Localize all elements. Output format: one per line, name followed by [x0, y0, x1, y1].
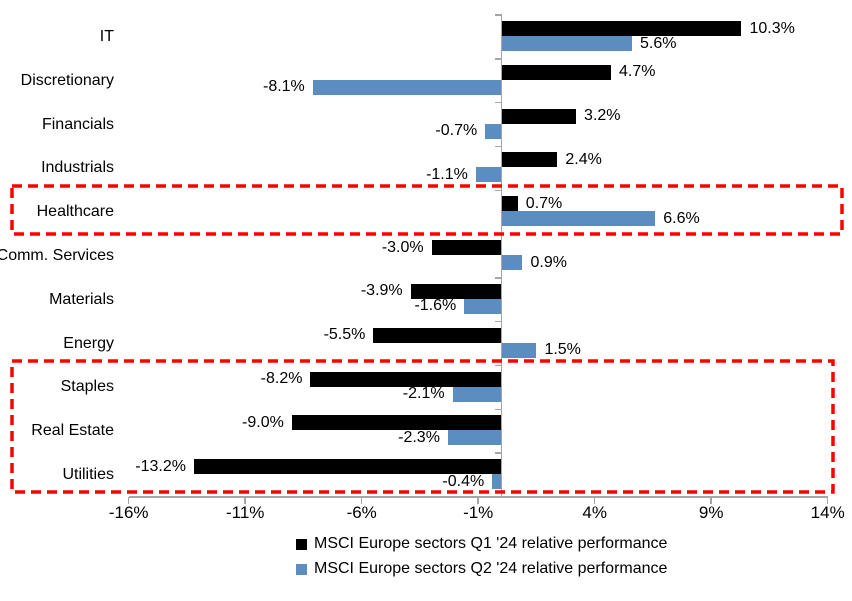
- x-axis-tick: [710, 497, 712, 504]
- bar-value-label: -0.4%: [442, 472, 485, 490]
- x-axis-tick: [360, 497, 363, 504]
- legend-item-q2: MSCI Europe sectors Q2 '24 relative perf…: [296, 560, 667, 578]
- x-tick-label: -6%: [346, 503, 377, 522]
- highlight-box: [10, 184, 844, 236]
- bar-value-label: -0.7%: [435, 122, 478, 140]
- x-tick-label: -16%: [108, 503, 149, 522]
- x-tick-label: -11%: [225, 503, 265, 522]
- bar-value-label: -8.2%: [260, 370, 303, 388]
- category-axis-tick: [494, 145, 502, 148]
- bar-series2: [501, 342, 537, 358]
- bar-series2: [464, 298, 502, 314]
- x-tick-label: 4%: [582, 503, 607, 522]
- category-axis-tick: [494, 408, 502, 411]
- bar-series1: [501, 196, 518, 212]
- x-axis-tick: [477, 497, 479, 504]
- bar-value-label: -9.0%: [242, 413, 284, 431]
- bar-series1: [501, 152, 558, 168]
- category-axis-tick: [494, 14, 502, 16]
- legend-label-q2: MSCI Europe sectors Q2 '24 relative perf…: [314, 560, 668, 577]
- x-axis-tick: [127, 497, 130, 504]
- category-axis-tick: [494, 277, 502, 279]
- bar-value-label: -13.2%: [135, 457, 186, 475]
- bar-series2: [312, 79, 502, 95]
- category-label: Materials: [49, 290, 114, 308]
- category-label: Healthcare: [36, 203, 114, 221]
- bar-series2: [501, 36, 632, 51]
- bar-value-label: -2.3%: [398, 428, 440, 446]
- bar-value-label: -2.1%: [402, 385, 445, 403]
- bar-value-label: -3.9%: [360, 282, 403, 300]
- bar-value-label: -1.6%: [414, 297, 457, 315]
- category-axis-tick: [494, 189, 502, 192]
- x-axis-tick: [826, 497, 829, 504]
- category-axis-tick: [494, 101, 502, 104]
- category-axis-tick: [494, 364, 502, 367]
- bar-series2: [485, 123, 502, 139]
- category-axis-tick: [494, 452, 502, 454]
- x-tick-label: 9%: [698, 503, 724, 522]
- category-label: Utilities: [62, 466, 114, 484]
- bar-series2: [501, 255, 523, 271]
- x-axis-tick: [244, 497, 246, 504]
- category-label: IT: [99, 27, 114, 45]
- bar-value-label: -1.1%: [426, 165, 468, 183]
- category-axis-tick: [494, 58, 502, 60]
- bar-value-label: 5.6%: [639, 34, 677, 52]
- legend-item-q1: MSCI Europe sectors Q1 '24 relative perf…: [296, 535, 667, 553]
- category-label: Staples: [60, 378, 114, 396]
- bar-series2: [501, 211, 656, 227]
- category-axis-tick: [494, 320, 502, 323]
- legend-marker-q1-icon: [296, 538, 307, 550]
- legend: MSCI Europe sectors Q1 '24 relative perf…: [296, 535, 667, 578]
- bar-series1: [431, 240, 502, 256]
- bar-series1: [373, 327, 502, 343]
- x-tick-label: 14%: [810, 503, 845, 522]
- bar-series1: [501, 21, 742, 36]
- bar-series1: [291, 415, 502, 431]
- x-tick-label: -1%: [463, 503, 494, 522]
- bar-value-label: 0.7%: [525, 194, 563, 212]
- category-label: Energy: [63, 334, 114, 352]
- bar-value-label: 2.4%: [565, 150, 602, 168]
- bar-series1: [410, 283, 502, 299]
- bar-series1: [501, 108, 577, 124]
- bar-series2: [475, 167, 502, 183]
- x-axis-tick: [593, 497, 596, 504]
- bar-value-label: -5.5%: [323, 326, 366, 344]
- bar-value-label: -8.1%: [262, 78, 305, 96]
- category-label: Real Estate: [31, 422, 114, 440]
- bar-value-label: 3.2%: [584, 107, 621, 125]
- legend-marker-q2-icon: [296, 563, 307, 575]
- bar-value-label: 0.9%: [530, 253, 567, 271]
- bar-series2: [452, 386, 502, 402]
- category-label: Financials: [41, 115, 114, 133]
- category-label: Discretionary: [20, 71, 114, 89]
- category-axis-tick: [494, 233, 502, 235]
- bar-series1: [501, 64, 611, 80]
- category-label: Comm. Services: [0, 246, 114, 264]
- bar-value-label: 10.3%: [749, 19, 795, 37]
- zero-axis-line: [500, 15, 503, 497]
- bar-value-label: 1.5%: [544, 341, 581, 359]
- category-label: Industrials: [41, 159, 114, 177]
- bar-value-label: -3.0%: [381, 238, 424, 256]
- bar-value-label: 6.6%: [663, 209, 700, 227]
- bar-series2: [447, 430, 502, 446]
- bar-value-label: 4.7%: [619, 63, 656, 81]
- legend-label-q1: MSCI Europe sectors Q1 '24 relative perf…: [314, 535, 668, 552]
